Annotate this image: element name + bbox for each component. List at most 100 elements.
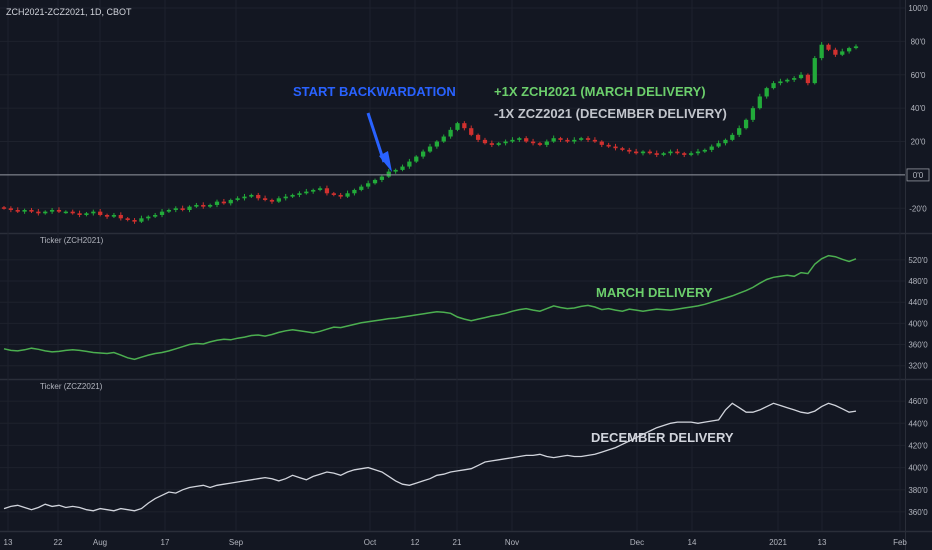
candle[interactable] xyxy=(214,199,220,208)
candle[interactable] xyxy=(283,193,288,201)
candle[interactable] xyxy=(482,137,488,145)
candle[interactable] xyxy=(654,150,659,158)
candle[interactable] xyxy=(620,146,625,152)
candle[interactable] xyxy=(792,76,797,82)
candle[interactable] xyxy=(139,215,144,223)
candle[interactable] xyxy=(359,184,364,192)
candle[interactable] xyxy=(22,208,27,214)
candle[interactable] xyxy=(29,207,34,213)
candle[interactable] xyxy=(194,202,199,208)
candle[interactable] xyxy=(235,196,240,202)
candle[interactable] xyxy=(427,143,433,153)
candle[interactable] xyxy=(132,217,137,224)
candle[interactable] xyxy=(379,174,385,183)
candle[interactable] xyxy=(757,93,762,110)
candle[interactable] xyxy=(125,216,130,222)
candle[interactable] xyxy=(517,136,522,143)
candle[interactable] xyxy=(49,207,55,214)
candle[interactable] xyxy=(63,210,68,214)
candle[interactable] xyxy=(750,106,756,123)
candle[interactable] xyxy=(730,132,735,142)
candle[interactable] xyxy=(441,134,446,143)
candle[interactable] xyxy=(716,140,721,148)
candle[interactable] xyxy=(366,180,371,189)
candle[interactable] xyxy=(647,149,653,155)
candle[interactable] xyxy=(1,205,7,210)
candle[interactable] xyxy=(15,207,20,213)
candle[interactable] xyxy=(324,185,330,196)
candle[interactable] xyxy=(805,73,811,86)
candle[interactable] xyxy=(249,193,254,198)
candle[interactable] xyxy=(572,137,577,144)
candle[interactable] xyxy=(297,191,302,198)
candle[interactable] xyxy=(496,141,501,147)
candle[interactable] xyxy=(448,127,453,139)
candle[interactable] xyxy=(43,210,48,215)
candle[interactable] xyxy=(613,143,618,151)
candle[interactable] xyxy=(256,192,261,201)
time-axis[interactable]: 13 22 Aug 17 Sep Oct 12 21 Nov Dec 14 2021 13 Feb xyxy=(4,538,908,547)
candle[interactable] xyxy=(311,188,316,194)
candle[interactable] xyxy=(159,208,165,218)
candle[interactable] xyxy=(599,140,604,148)
candle[interactable] xyxy=(469,125,474,137)
candle[interactable] xyxy=(84,211,89,217)
candle[interactable] xyxy=(201,202,206,209)
candle[interactable] xyxy=(853,44,859,50)
candle[interactable] xyxy=(764,86,769,99)
candle[interactable] xyxy=(661,151,666,157)
candle[interactable] xyxy=(682,151,687,158)
candle[interactable] xyxy=(269,198,275,204)
candle[interactable] xyxy=(414,155,419,163)
candle[interactable] xyxy=(393,168,398,174)
candle[interactable] xyxy=(579,136,584,142)
candle[interactable] xyxy=(544,139,549,148)
candle[interactable] xyxy=(36,208,41,216)
candle[interactable] xyxy=(290,193,295,198)
candle[interactable] xyxy=(187,205,192,213)
price-axis[interactable]: 100'0 80'0 60'0 40'0 20'0 0'0 -20'0 520'0 480'0 4… xyxy=(906,4,930,517)
candle[interactable] xyxy=(709,144,714,153)
candle[interactable] xyxy=(91,209,96,216)
candle[interactable] xyxy=(331,191,336,197)
candle[interactable] xyxy=(524,136,529,143)
candle[interactable] xyxy=(840,48,845,57)
candle[interactable] xyxy=(537,141,543,147)
candle[interactable] xyxy=(207,203,213,208)
candle[interactable] xyxy=(455,121,460,132)
candle[interactable] xyxy=(338,192,343,199)
candle[interactable] xyxy=(592,137,598,143)
candle[interactable] xyxy=(276,196,281,203)
candle[interactable] xyxy=(56,207,62,213)
candle[interactable] xyxy=(345,190,350,198)
candle[interactable] xyxy=(558,136,563,143)
candle[interactable] xyxy=(833,47,838,57)
candle[interactable] xyxy=(743,118,749,130)
candle[interactable] xyxy=(489,140,494,148)
candle[interactable] xyxy=(640,150,646,156)
candle[interactable] xyxy=(633,148,639,155)
candle[interactable] xyxy=(826,43,831,52)
candle[interactable] xyxy=(166,208,172,213)
candle[interactable] xyxy=(352,188,357,196)
candle[interactable] xyxy=(153,212,158,218)
march-delivery-line[interactable] xyxy=(3,254,857,361)
candle[interactable] xyxy=(386,168,391,178)
candle[interactable] xyxy=(819,42,824,61)
candle[interactable] xyxy=(304,188,309,195)
candle[interactable] xyxy=(627,147,632,154)
candle[interactable] xyxy=(317,186,323,192)
candle[interactable] xyxy=(98,208,103,217)
candle[interactable] xyxy=(242,193,247,201)
candle[interactable] xyxy=(77,210,82,218)
candle[interactable] xyxy=(262,195,268,202)
candle[interactable] xyxy=(146,215,151,221)
candle[interactable] xyxy=(668,149,673,156)
candle[interactable] xyxy=(812,56,817,85)
candle[interactable] xyxy=(737,125,742,138)
candle[interactable] xyxy=(221,198,227,205)
candle[interactable] xyxy=(118,212,123,221)
candle[interactable] xyxy=(462,121,467,131)
candle[interactable] xyxy=(420,149,426,159)
